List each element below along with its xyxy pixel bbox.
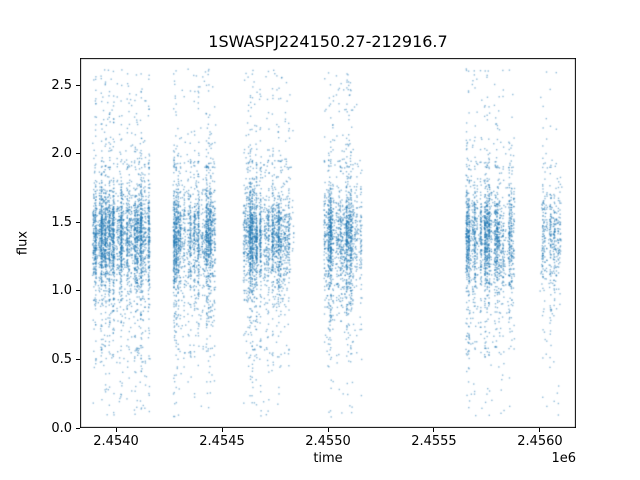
chart-title: 1SWASPJ224150.27-212916.7	[208, 32, 448, 51]
y-tick-mark	[76, 84, 80, 86]
x-tick-label: 2.4560	[517, 434, 563, 449]
y-tick-mark	[76, 427, 80, 429]
x-tick-mark	[221, 428, 223, 432]
x-axis-label: time	[313, 451, 343, 466]
x-tick-label: 2.4550	[305, 434, 351, 449]
y-tick-mark	[76, 153, 80, 155]
y-axis-label: flux	[15, 230, 31, 256]
y-tick-mark	[76, 290, 80, 292]
x-tick-mark	[433, 428, 435, 432]
y-tick-mark	[76, 221, 80, 223]
x-tick-label: 2.4540	[93, 434, 139, 449]
y-tick-label: 2.5	[51, 77, 72, 93]
x-tick-label: 2.4545	[199, 434, 245, 449]
y-tick-label: 1.0	[51, 283, 72, 299]
x-tick-mark	[539, 428, 541, 432]
x-tick-mark	[327, 428, 329, 432]
y-tick-label: 2.0	[51, 146, 72, 162]
x-tick-label: 2.4555	[411, 434, 457, 449]
y-tick-mark	[76, 358, 80, 360]
y-tick-label: 0.0	[51, 420, 72, 436]
x-axis-offset-text: 1e6	[551, 451, 576, 466]
y-tick-label: 1.5	[51, 214, 72, 230]
y-tick-label: 0.5	[51, 351, 72, 367]
x-tick-mark	[115, 428, 117, 432]
scatter-plot-canvas	[80, 58, 576, 428]
